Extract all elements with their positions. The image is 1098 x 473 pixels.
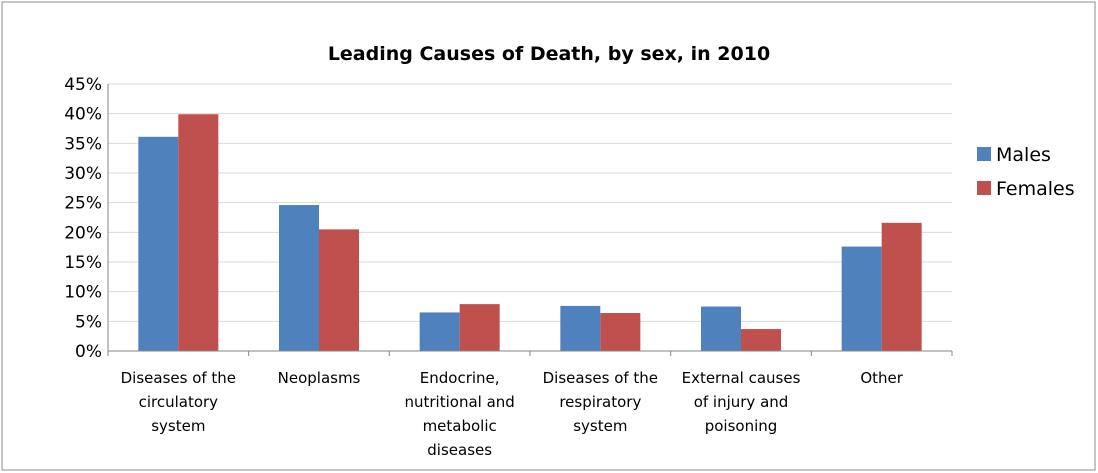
bar-females-2 <box>459 304 500 351</box>
chart-title: Leading Causes of Death, by sex, in 2010 <box>328 43 770 65</box>
x-tick-label: respiratory <box>559 393 641 411</box>
legend-swatch-males <box>977 147 991 161</box>
x-tick-label: system <box>573 417 627 435</box>
x-tick-label: Endocrine, <box>420 369 500 387</box>
x-tick-label: of injury and <box>694 393 789 411</box>
bar-males-1 <box>279 205 319 351</box>
x-tick-label: system <box>151 417 205 435</box>
bar-males-2 <box>419 312 460 351</box>
bar-females-1 <box>319 229 359 351</box>
x-axis: Diseases of the circulatory system Neoplasm… <box>107 350 953 459</box>
legend-swatch-females <box>977 181 991 195</box>
x-tick-label: External causes <box>682 369 801 387</box>
x-tick-label: Diseases of the <box>121 369 236 387</box>
y-tick-label: 30% <box>64 164 102 184</box>
bars <box>138 114 922 351</box>
y-tick-label: 5% <box>75 312 102 332</box>
y-tick-label: 35% <box>64 134 102 154</box>
y-tick-label: 10% <box>64 283 102 303</box>
bar-males-4 <box>701 306 741 351</box>
x-tick-label: Diseases of the <box>543 369 658 387</box>
y-tick-label: 15% <box>64 253 102 273</box>
gridlines <box>108 83 952 322</box>
bar-males-3 <box>560 305 601 351</box>
x-tick-label: Neoplasms <box>278 369 361 387</box>
legend-label: Males <box>996 144 1051 166</box>
bar-males-0 <box>138 136 179 351</box>
legend-label: Females <box>996 178 1075 200</box>
y-tick-label: 25% <box>64 194 102 214</box>
y-tick-label: 40% <box>64 105 102 125</box>
bar-females-3 <box>600 313 641 351</box>
x-tick-label: poisoning <box>705 417 778 435</box>
bar-females-5 <box>881 222 922 351</box>
y-tick-label: 0% <box>75 342 102 362</box>
bar-females-4 <box>741 329 781 351</box>
x-tick-label: diseases <box>427 441 492 459</box>
y-axis: 0% 5% 10% 15% 20% 25% 30% 35% 40% 45% <box>64 75 109 362</box>
x-tick-label: circulatory <box>139 393 219 411</box>
bar-males-5 <box>841 246 882 351</box>
x-tick-label: nutritional and <box>405 393 515 411</box>
x-tick-label: metabolic <box>423 417 497 435</box>
y-tick-label: 20% <box>64 223 102 243</box>
y-tick-label: 45% <box>64 75 102 95</box>
x-tick-label: Other <box>860 369 903 387</box>
bar-females-0 <box>178 114 219 351</box>
legend: Males Females <box>977 144 1075 200</box>
